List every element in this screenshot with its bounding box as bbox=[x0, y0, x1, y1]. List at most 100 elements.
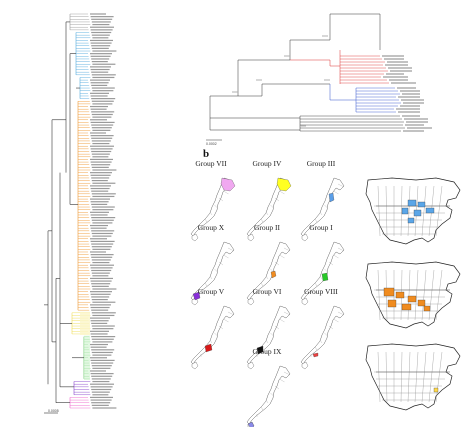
leaf-label bbox=[92, 37, 109, 39]
prefecture-line bbox=[283, 371, 291, 376]
leaf-label bbox=[92, 50, 117, 52]
leaf-label bbox=[90, 370, 106, 372]
leaf-label bbox=[92, 288, 117, 290]
leaf-label bbox=[91, 243, 114, 245]
leaf-label bbox=[91, 153, 110, 155]
prefecture-line bbox=[274, 197, 280, 202]
japan-island bbox=[247, 233, 255, 242]
leaf-label bbox=[90, 148, 113, 150]
highlight-region bbox=[328, 192, 335, 203]
state-line bbox=[385, 185, 388, 237]
north-america-map-yellow bbox=[365, 343, 461, 411]
leaf-label bbox=[92, 103, 113, 105]
leaf-label bbox=[91, 177, 110, 179]
leaf-label bbox=[391, 82, 416, 84]
leaf-label bbox=[91, 87, 115, 89]
group-map-title: Group I bbox=[309, 223, 333, 232]
leaf-label bbox=[90, 174, 111, 176]
continent-outline bbox=[365, 343, 461, 411]
panel-label-b: b bbox=[203, 148, 210, 160]
leaf-label bbox=[90, 227, 107, 229]
leaf-label bbox=[92, 354, 112, 356]
leaf-label bbox=[403, 102, 424, 104]
state-line bbox=[421, 185, 427, 237]
japan-outline bbox=[246, 241, 291, 301]
highlight-state bbox=[425, 207, 435, 214]
leaf-label bbox=[91, 127, 112, 129]
leaf-label bbox=[91, 322, 108, 324]
highlight-state bbox=[423, 305, 431, 312]
node-support bbox=[300, 125, 306, 127]
leaf-label bbox=[91, 124, 114, 126]
highlight-region bbox=[276, 177, 292, 192]
leaf-label bbox=[90, 39, 113, 42]
group-map-title: Group X bbox=[197, 223, 225, 232]
prefecture-line bbox=[270, 204, 274, 209]
north-america-map-blue bbox=[365, 177, 461, 245]
leaf-label bbox=[92, 248, 111, 250]
prefecture-line bbox=[274, 385, 280, 390]
state-line bbox=[414, 351, 419, 403]
leaf-label bbox=[91, 217, 116, 219]
leaf-label bbox=[388, 67, 412, 69]
leaf-label bbox=[90, 42, 112, 44]
leaf-label bbox=[92, 169, 117, 171]
leaf-label bbox=[91, 58, 110, 60]
leaf-label bbox=[90, 346, 107, 348]
leaf-label bbox=[90, 293, 111, 295]
leaf-label bbox=[90, 185, 111, 187]
leaf-label bbox=[91, 219, 114, 221]
prefecture-line bbox=[337, 311, 345, 316]
leaf-label bbox=[92, 116, 112, 118]
leaf-label bbox=[92, 63, 116, 65]
state-line bbox=[428, 269, 435, 321]
leaf-label bbox=[90, 267, 113, 269]
leaf-label bbox=[90, 158, 113, 161]
japan-outline bbox=[300, 177, 345, 237]
state-line bbox=[414, 269, 419, 321]
japan-island bbox=[191, 361, 199, 370]
japan-outline bbox=[246, 305, 291, 365]
leaf-label bbox=[382, 55, 404, 57]
leaf-label bbox=[396, 108, 420, 110]
leaf-label bbox=[91, 388, 112, 391]
leaf-label bbox=[91, 31, 112, 34]
highlight-state bbox=[413, 209, 422, 217]
leaf-label bbox=[92, 156, 109, 158]
north-america-map-orange bbox=[365, 261, 461, 329]
tree-b-scale-label: 0.0002 bbox=[206, 142, 217, 146]
leaf-label bbox=[92, 341, 113, 343]
prefecture-line bbox=[265, 339, 269, 344]
prefecture-line bbox=[270, 392, 274, 397]
leaf-label bbox=[91, 193, 116, 195]
highlight-region bbox=[220, 177, 236, 192]
prefecture-line bbox=[319, 211, 323, 216]
prefecture-line bbox=[214, 332, 218, 337]
leaf-label bbox=[92, 76, 115, 79]
prefecture-line bbox=[265, 211, 269, 216]
leaf-label bbox=[90, 386, 113, 388]
leaf-label bbox=[90, 95, 108, 97]
prefecture-line bbox=[337, 247, 345, 252]
prefecture-line bbox=[315, 346, 317, 351]
leaf-label bbox=[387, 61, 408, 63]
leaf-label bbox=[90, 82, 109, 84]
leaf-label bbox=[91, 232, 113, 235]
japan-island bbox=[247, 297, 255, 306]
prefecture-line bbox=[209, 211, 213, 216]
state-line bbox=[400, 351, 403, 403]
leaf-label bbox=[92, 222, 113, 224]
group-map-title: Group III bbox=[306, 159, 336, 168]
leaf-label bbox=[91, 402, 111, 404]
leaf-label bbox=[91, 259, 111, 261]
leaf-label bbox=[91, 113, 113, 116]
node-support bbox=[322, 35, 328, 37]
prefecture-line bbox=[218, 197, 224, 202]
highlight-region bbox=[312, 352, 319, 358]
leaf-label bbox=[90, 240, 115, 243]
leaf-label bbox=[398, 96, 420, 98]
leaf-label bbox=[90, 26, 114, 28]
state-line bbox=[385, 351, 388, 403]
